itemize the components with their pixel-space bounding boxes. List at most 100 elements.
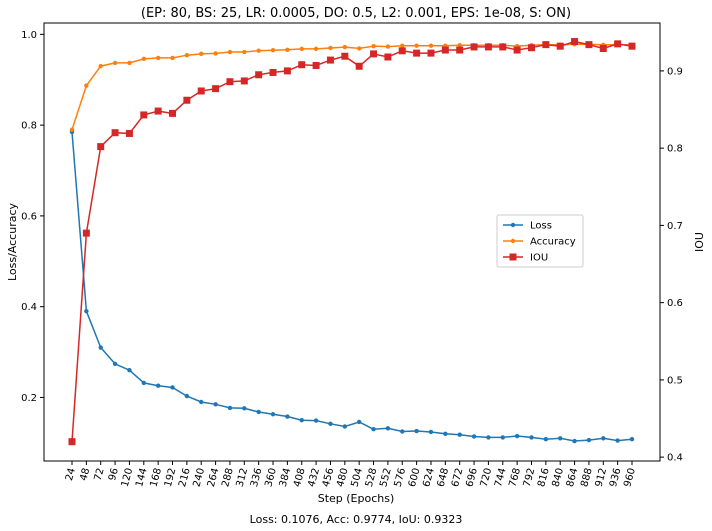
x-tick-label: 96 — [107, 467, 121, 482]
data-point-accuracy — [400, 43, 405, 48]
data-point-accuracy — [371, 43, 376, 49]
legend — [496, 214, 584, 268]
data-point-loss — [400, 429, 405, 434]
data-point-loss — [414, 428, 419, 434]
data-point-loss — [500, 435, 505, 440]
x-tick-label: 936 — [608, 467, 624, 488]
data-point-iou — [154, 107, 162, 115]
data-point-loss — [84, 309, 89, 314]
y-tick-label: 0.6 — [21, 211, 37, 222]
x-tick-label: 216 — [177, 467, 193, 488]
data-point-iou — [169, 109, 177, 117]
x-tick-label: 672 — [450, 467, 466, 488]
data-point-accuracy — [414, 43, 419, 48]
data-point-iou — [326, 56, 334, 64]
data-point-accuracy — [285, 47, 290, 52]
x-tick-label: 744 — [493, 467, 509, 488]
data-point-loss — [112, 361, 118, 367]
y-tick-label: 0.4 — [21, 302, 37, 313]
data-point-loss — [213, 402, 218, 407]
x-tick-label: 624 — [421, 467, 437, 488]
x-tick-label: 816 — [536, 467, 552, 488]
data-point-iou — [298, 61, 306, 69]
data-point-iou — [599, 44, 607, 52]
data-point-iou — [513, 46, 521, 54]
x-tick-label: 264 — [206, 467, 222, 488]
data-point-iou — [556, 42, 564, 50]
data-point-loss — [328, 421, 333, 426]
data-point-iou — [398, 47, 406, 55]
x-tick-label: 408 — [292, 467, 308, 488]
x-tick-label: 192 — [163, 467, 179, 488]
x-tick-label: 648 — [436, 467, 452, 488]
data-point-accuracy — [213, 51, 218, 56]
data-point-loss — [371, 427, 376, 432]
data-point-loss — [615, 438, 620, 443]
data-point-accuracy — [428, 43, 434, 48]
y-tick-label: 0.2 — [21, 393, 37, 404]
data-point-accuracy — [98, 63, 103, 69]
data-point-iou — [226, 78, 234, 86]
x-tick-label: 120 — [120, 467, 136, 488]
data-point-accuracy — [155, 55, 161, 61]
x-tick-label: 72 — [93, 467, 107, 482]
chart-title: (EP: 80, BS: 25, LR: 0.0005, DO: 0.5, L2… — [141, 6, 571, 21]
data-point-iou — [484, 43, 492, 51]
data-point-iou — [255, 71, 263, 79]
data-point-accuracy — [385, 44, 391, 49]
series-line-loss — [71, 131, 633, 442]
x-tick-label: 48 — [78, 467, 92, 482]
data-point-iou — [628, 42, 636, 50]
data-point-iou — [240, 77, 248, 85]
x-tick-label: 576 — [393, 467, 409, 488]
data-point-accuracy — [84, 83, 89, 88]
data-point-accuracy — [328, 45, 333, 51]
data-point-iou — [283, 67, 291, 75]
y2-axis-title: IOU — [693, 232, 706, 252]
x-tick-label: 168 — [148, 467, 164, 488]
data-point-iou — [183, 96, 191, 104]
data-point-loss — [356, 419, 362, 425]
data-point-loss — [457, 432, 462, 437]
x-tick-label: 336 — [249, 467, 265, 488]
data-point-accuracy — [256, 48, 261, 53]
x-tick-label: 696 — [464, 467, 480, 488]
x-tick-label: 240 — [192, 467, 208, 488]
y2-tick-label: 0.9 — [667, 66, 683, 77]
data-point-loss — [141, 380, 146, 386]
data-point-iou — [499, 43, 507, 51]
series-line-accuracy — [71, 43, 632, 130]
data-point-iou — [441, 46, 449, 54]
data-point-loss — [313, 418, 319, 423]
data-point-iou — [97, 143, 105, 151]
x-tick-label: 456 — [321, 467, 337, 488]
data-point-accuracy — [457, 43, 462, 48]
data-point-accuracy — [242, 49, 247, 55]
y-axis-title: Loss/Accuracy — [6, 202, 19, 281]
data-point-loss — [199, 399, 204, 405]
data-point-loss — [601, 436, 606, 441]
data-point-accuracy — [299, 46, 304, 52]
data-point-loss — [256, 409, 261, 415]
legend-marker-accuracy — [510, 238, 516, 244]
data-point-iou — [470, 43, 478, 51]
data-point-iou — [571, 38, 579, 46]
x-tick-label: 768 — [507, 467, 523, 488]
data-point-loss — [98, 345, 103, 350]
legend-marker-iou — [509, 253, 517, 261]
x-tick-label: 960 — [622, 467, 638, 488]
data-point-loss — [486, 435, 491, 440]
legend-label-accuracy: Accuracy — [530, 237, 576, 248]
data-point-iou — [427, 49, 435, 57]
data-point-iou — [140, 111, 148, 119]
data-point-loss — [471, 434, 477, 439]
y2-tick-label: 0.4 — [667, 453, 683, 464]
data-point-accuracy — [69, 127, 75, 132]
data-point-iou — [125, 129, 133, 137]
data-point-iou — [197, 87, 205, 95]
data-point-accuracy — [141, 56, 146, 62]
data-point-loss — [342, 424, 348, 429]
data-point-iou — [384, 53, 392, 61]
x-axis-title: Step (Epochs) — [318, 492, 395, 505]
